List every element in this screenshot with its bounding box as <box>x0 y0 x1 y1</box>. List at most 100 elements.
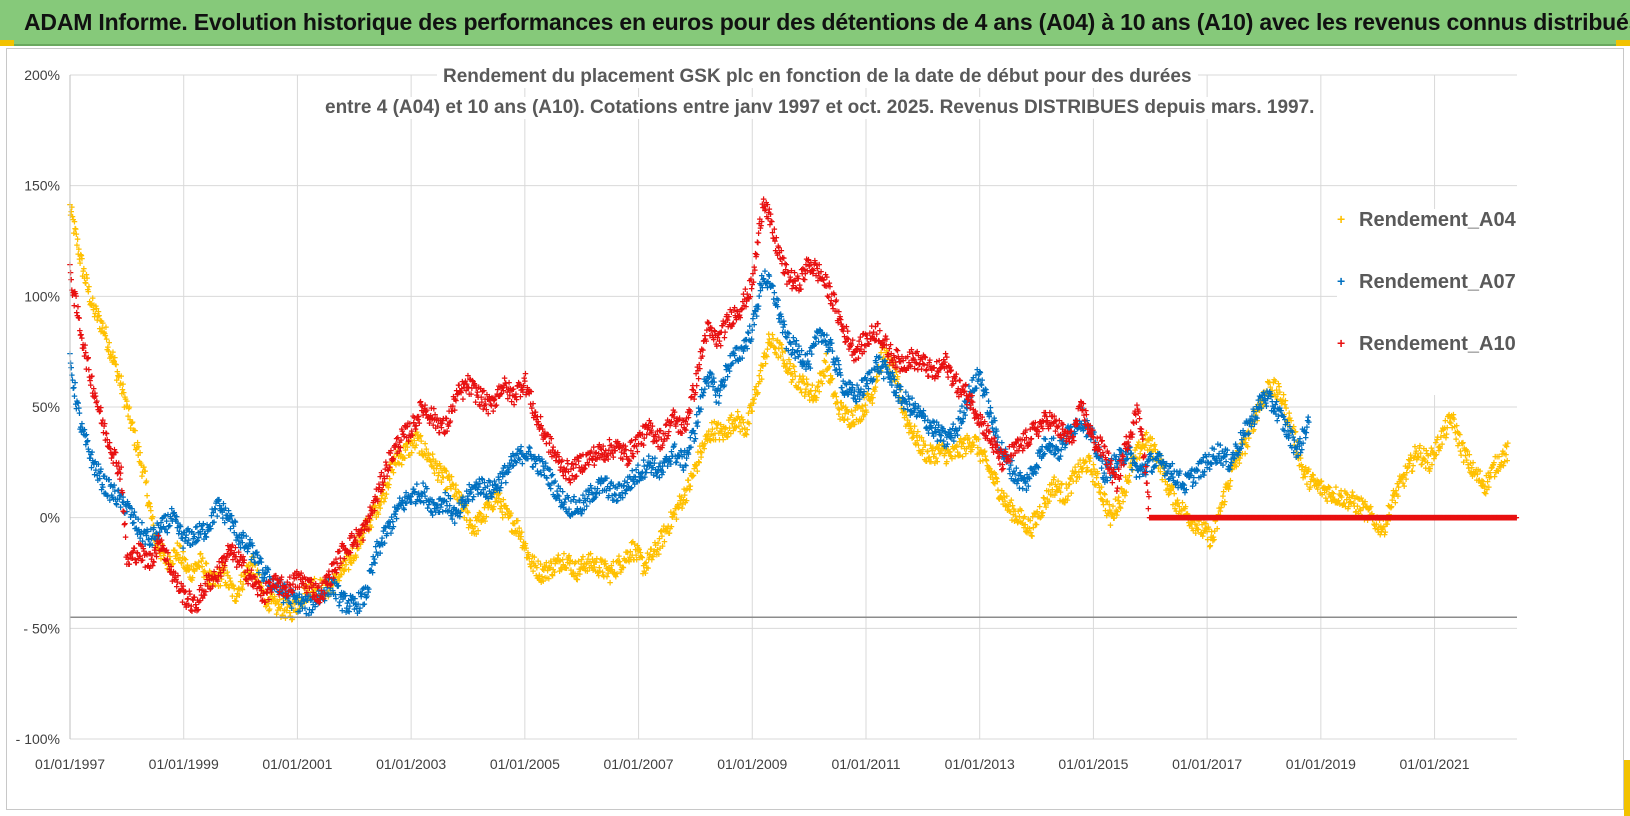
data-point: + <box>567 556 573 568</box>
data-point: + <box>937 447 943 459</box>
data-point: + <box>766 334 772 346</box>
data-point: + <box>109 357 115 369</box>
data-point: + <box>416 433 422 445</box>
data-point: + <box>797 384 803 396</box>
data-point: + <box>908 426 914 438</box>
data-point: + <box>669 511 675 523</box>
data-point: + <box>862 400 868 412</box>
data-point: + <box>113 359 119 371</box>
data-point: + <box>934 442 940 454</box>
data-point: + <box>484 498 490 510</box>
data-point: + <box>481 502 487 514</box>
data-point: + <box>122 519 128 531</box>
data-point: + <box>658 526 664 538</box>
data-point: + <box>108 351 114 363</box>
data-point: + <box>364 524 370 536</box>
data-point: + <box>506 506 512 518</box>
data-point: + <box>155 536 161 548</box>
data-point: + <box>605 568 611 580</box>
data-point: + <box>912 438 918 450</box>
data-point: + <box>146 497 152 509</box>
data-point: + <box>571 571 577 583</box>
data-point: + <box>194 564 200 576</box>
data-point: + <box>321 590 327 602</box>
data-point: + <box>580 551 586 563</box>
data-point: + <box>641 566 647 578</box>
data-point: + <box>843 402 849 414</box>
data-point: + <box>460 504 466 516</box>
data-point: + <box>529 551 535 563</box>
data-point: + <box>689 471 695 483</box>
data-point: + <box>172 545 178 557</box>
data-point: + <box>307 589 313 601</box>
data-point: + <box>294 607 300 619</box>
data-point: + <box>261 596 267 608</box>
data-point: + <box>364 516 370 528</box>
data-point: + <box>383 479 389 491</box>
data-point: + <box>685 475 691 487</box>
data-point: + <box>397 449 403 461</box>
data-point: + <box>102 330 108 342</box>
data-point: + <box>541 565 547 577</box>
data-point: + <box>941 451 947 463</box>
data-point: + <box>231 584 237 596</box>
data-point: + <box>615 557 621 569</box>
data-point: + <box>910 432 916 444</box>
data-point: + <box>382 493 388 505</box>
data-point: + <box>520 540 526 552</box>
data-point: + <box>755 379 761 391</box>
data-point: + <box>510 518 516 530</box>
data-point: + <box>180 562 186 574</box>
data-point: + <box>909 433 915 445</box>
data-point: + <box>564 554 570 566</box>
data-point: + <box>980 455 986 467</box>
data-point: + <box>313 584 319 596</box>
data-point: + <box>759 361 765 373</box>
data-point: + <box>894 372 900 384</box>
data-point: + <box>942 449 948 461</box>
data-point: + <box>862 410 868 422</box>
data-point: + <box>408 435 414 447</box>
data-point: + <box>654 544 660 556</box>
data-point: + <box>541 561 547 573</box>
data-point: + <box>538 577 544 589</box>
data-point: + <box>767 339 773 351</box>
data-point: + <box>393 449 399 461</box>
data-point: + <box>276 602 282 614</box>
data-point: + <box>110 356 116 368</box>
data-point: + <box>688 471 694 483</box>
data-point: + <box>554 555 560 567</box>
data-point: + <box>872 382 878 394</box>
data-point: + <box>768 338 774 350</box>
data-point: + <box>786 363 792 375</box>
data-point: + <box>534 563 540 575</box>
data-point: + <box>932 458 938 470</box>
data-point: + <box>877 352 883 364</box>
data-point: + <box>287 608 293 620</box>
data-point: + <box>316 591 322 603</box>
data-point: + <box>762 359 768 371</box>
data-point: + <box>737 426 743 438</box>
data-point: + <box>105 342 111 354</box>
data-point: + <box>81 273 87 285</box>
data-point: + <box>749 406 755 418</box>
data-point: + <box>924 447 930 459</box>
data-point: + <box>925 446 931 458</box>
data-point: + <box>507 510 513 522</box>
data-point: + <box>851 420 857 432</box>
data-point: + <box>337 571 343 583</box>
data-point: + <box>313 584 319 596</box>
data-point: + <box>951 443 957 455</box>
data-point: + <box>300 594 306 606</box>
data-point: + <box>891 358 897 370</box>
data-point: + <box>748 399 754 411</box>
data-point: + <box>636 544 642 556</box>
data-point: + <box>170 545 176 557</box>
data-point: + <box>137 448 143 460</box>
data-point: + <box>736 414 742 426</box>
data-point: + <box>100 328 106 340</box>
data-point: + <box>522 539 528 551</box>
data-point: + <box>913 431 919 443</box>
data-point: + <box>663 523 669 535</box>
data-point: + <box>835 403 841 415</box>
